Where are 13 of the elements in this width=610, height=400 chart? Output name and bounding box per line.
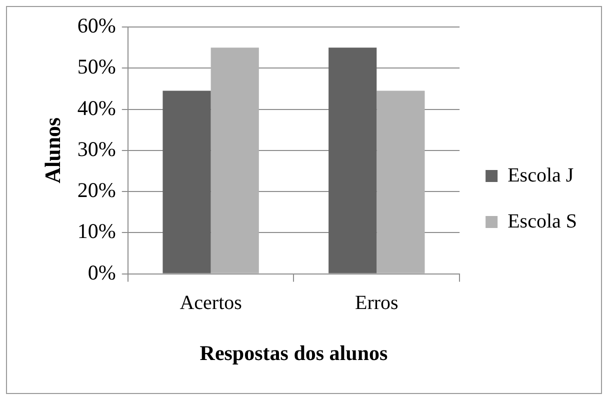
y-tick-label: 60% <box>77 14 116 38</box>
y-tick-label: 10% <box>77 219 116 244</box>
legend-label: Escola S <box>508 210 578 232</box>
y-tick-label: 40% <box>77 96 116 120</box>
y-tick-label: 50% <box>77 54 116 79</box>
x-tick-label: Acertos <box>180 292 242 314</box>
y-tick-label: 30% <box>77 136 116 161</box>
x-tick-label: Erros <box>354 292 399 314</box>
legend-label: Escola J <box>508 164 574 186</box>
y-tick-label: 20% <box>77 178 116 202</box>
y-axis-title: Alunos <box>40 116 65 184</box>
x-axis-title: Respostas dos alunos <box>200 340 388 365</box>
y-tick-label: 0% <box>88 260 116 284</box>
